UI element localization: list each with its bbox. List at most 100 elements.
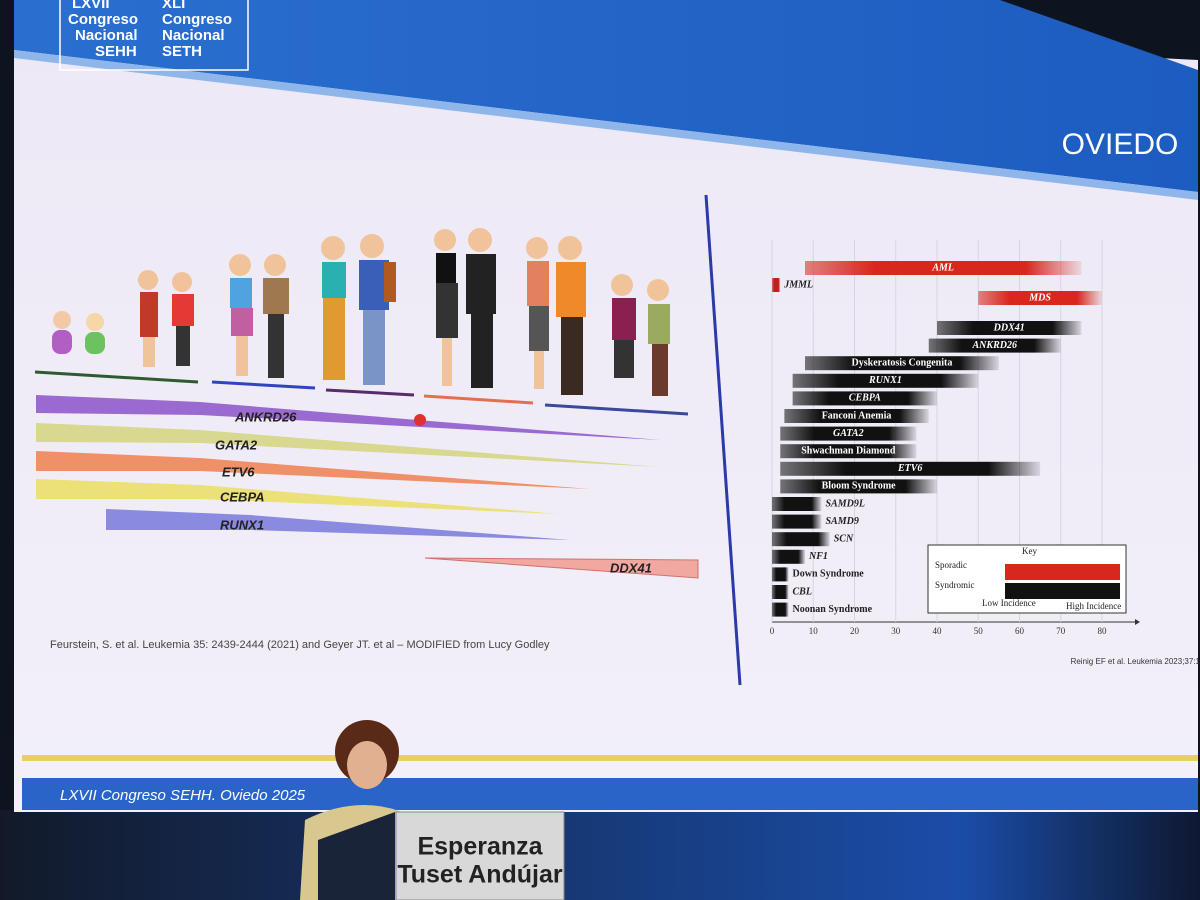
footer-text: LXVII Congreso SEHH. Oviedo 2025 <box>60 787 306 804</box>
x-tick-label: 0 <box>770 626 775 636</box>
bar-label: Bloom Syndrome <box>822 481 897 492</box>
bar-label: JMML <box>783 279 813 290</box>
bar-label: CBL <box>793 586 812 597</box>
people-illustration <box>52 228 670 396</box>
footer-band <box>22 778 1198 810</box>
incidence-bar <box>784 409 929 423</box>
incidence-bar <box>928 338 1061 353</box>
key-swatch <box>1005 564 1120 580</box>
bar-label: SCN <box>834 533 854 544</box>
logo-text: XLI <box>162 0 185 12</box>
speaker-name: Tuset Andújar <box>397 861 563 889</box>
x-tick-label: 70 <box>1056 626 1066 636</box>
slide-header <box>14 0 1198 192</box>
x-tick-label: 50 <box>974 626 984 636</box>
slide <box>14 0 1198 812</box>
bar-label: ETV6 <box>897 463 922 474</box>
incidence-bar <box>978 291 1102 305</box>
key-label: High Incidence <box>1066 601 1121 611</box>
incidence-bar <box>780 479 937 494</box>
gene-wedge <box>36 395 660 440</box>
incidence-bar <box>792 391 937 406</box>
incidence-bar <box>805 356 999 371</box>
gene-wedges: ANKRD26 GATA2 ETV6 CEBPA RUNX1 DDX41 <box>36 395 699 579</box>
bar-label: AML <box>931 262 954 273</box>
gene-wedge <box>36 423 660 467</box>
bar-label: SAMD9L <box>826 498 865 509</box>
incidence-bar <box>772 278 781 292</box>
incidence-bar <box>772 567 789 582</box>
gene-label: GATA2 <box>215 437 258 452</box>
bar-label: NF1 <box>808 551 828 562</box>
logo-text: Nacional <box>162 27 225 44</box>
logo-text: SEHH <box>95 43 137 60</box>
incidence-bar <box>805 261 1082 275</box>
incidence-bar <box>772 602 789 617</box>
logo-text: Congreso <box>162 11 232 28</box>
bar-label: RUNX1 <box>868 375 902 386</box>
key-label: Syndromic <box>935 580 975 590</box>
incidence-bar <box>937 321 1082 335</box>
marker <box>414 414 426 426</box>
axis-arrow <box>1135 619 1140 625</box>
incidence-bar <box>780 461 1041 476</box>
incidence-bar <box>772 514 822 529</box>
incidence-bar <box>792 373 979 388</box>
key-title: Key <box>1022 546 1037 556</box>
incidence-bar <box>772 497 822 511</box>
x-tick-label: 40 <box>933 626 943 636</box>
gene-label: DDX41 <box>610 560 652 575</box>
gene-wedge <box>36 451 590 489</box>
age-chart: 0 10 20 30 40 50 60 70 80 AML JMML MDS DDX41 ANKRD26 D… <box>770 240 1140 636</box>
city-title: OVIEDO <box>1062 128 1179 161</box>
podium <box>395 811 565 900</box>
bar-label: Shwachman Diamond <box>801 445 896 456</box>
logo-text: Congreso <box>68 11 138 28</box>
left-citation: Feurstein, S. et al. Leukemia 35: 2439-2… <box>50 639 550 651</box>
x-tick-label: 20 <box>850 626 860 636</box>
logos: LXVII Congreso Nacional SEHH XLI Congres… <box>68 0 232 60</box>
gene-label: ANKRD26 <box>234 409 297 424</box>
key: Key Sporadic Syndromic Low Incidence Hig… <box>935 546 1121 611</box>
incidence-bar <box>780 444 917 459</box>
lectern <box>318 812 395 900</box>
logo-box <box>59 0 249 71</box>
key-label: Low Incidence <box>982 598 1036 608</box>
x-tick-label: 10 <box>809 626 819 636</box>
logo-text: Nacional <box>75 27 138 44</box>
bar-label: Down Syndrome <box>793 569 865 580</box>
gene-wedge <box>424 557 699 579</box>
incidence-bar <box>772 532 830 547</box>
bar-label: SAMD9 <box>826 516 859 527</box>
x-tick-label: 30 <box>891 626 901 636</box>
bar-label: MDS <box>1028 292 1051 303</box>
bar-label: Fanconi Anemia <box>822 410 892 421</box>
bar-label: Noonan Syndrome <box>793 604 873 615</box>
right-citation: Reinig EF et al. Leukemia 2023;37:1 <box>1071 657 1200 666</box>
gene-wedge <box>106 509 570 540</box>
logo-text: LXVII <box>72 0 110 12</box>
footer-stripe <box>22 755 1198 761</box>
gene-wedge <box>36 479 560 514</box>
incidence-bar <box>772 549 805 564</box>
x-tick-label: 80 <box>1098 626 1108 636</box>
bar-label: ANKRD26 <box>972 340 1017 351</box>
incidence-bar <box>772 585 789 599</box>
divider <box>704 194 742 686</box>
gene-label: RUNX1 <box>220 517 264 532</box>
logo-text: SETH <box>162 43 202 60</box>
stage <box>0 810 1200 900</box>
incidence-bar <box>780 426 917 441</box>
bar-label: CEBPA <box>849 393 881 404</box>
bar-label: DDX41 <box>993 322 1025 333</box>
bar-label: Dyskeratosis Congenita <box>852 357 953 368</box>
gene-label: ETV6 <box>222 464 255 479</box>
gene-label: CEBPA <box>220 489 265 504</box>
bar-label: GATA2 <box>833 428 864 439</box>
age-group-lines <box>34 370 689 416</box>
header-edge <box>14 50 1198 200</box>
key-swatch <box>1005 583 1120 599</box>
key-label: Sporadic <box>935 560 967 570</box>
